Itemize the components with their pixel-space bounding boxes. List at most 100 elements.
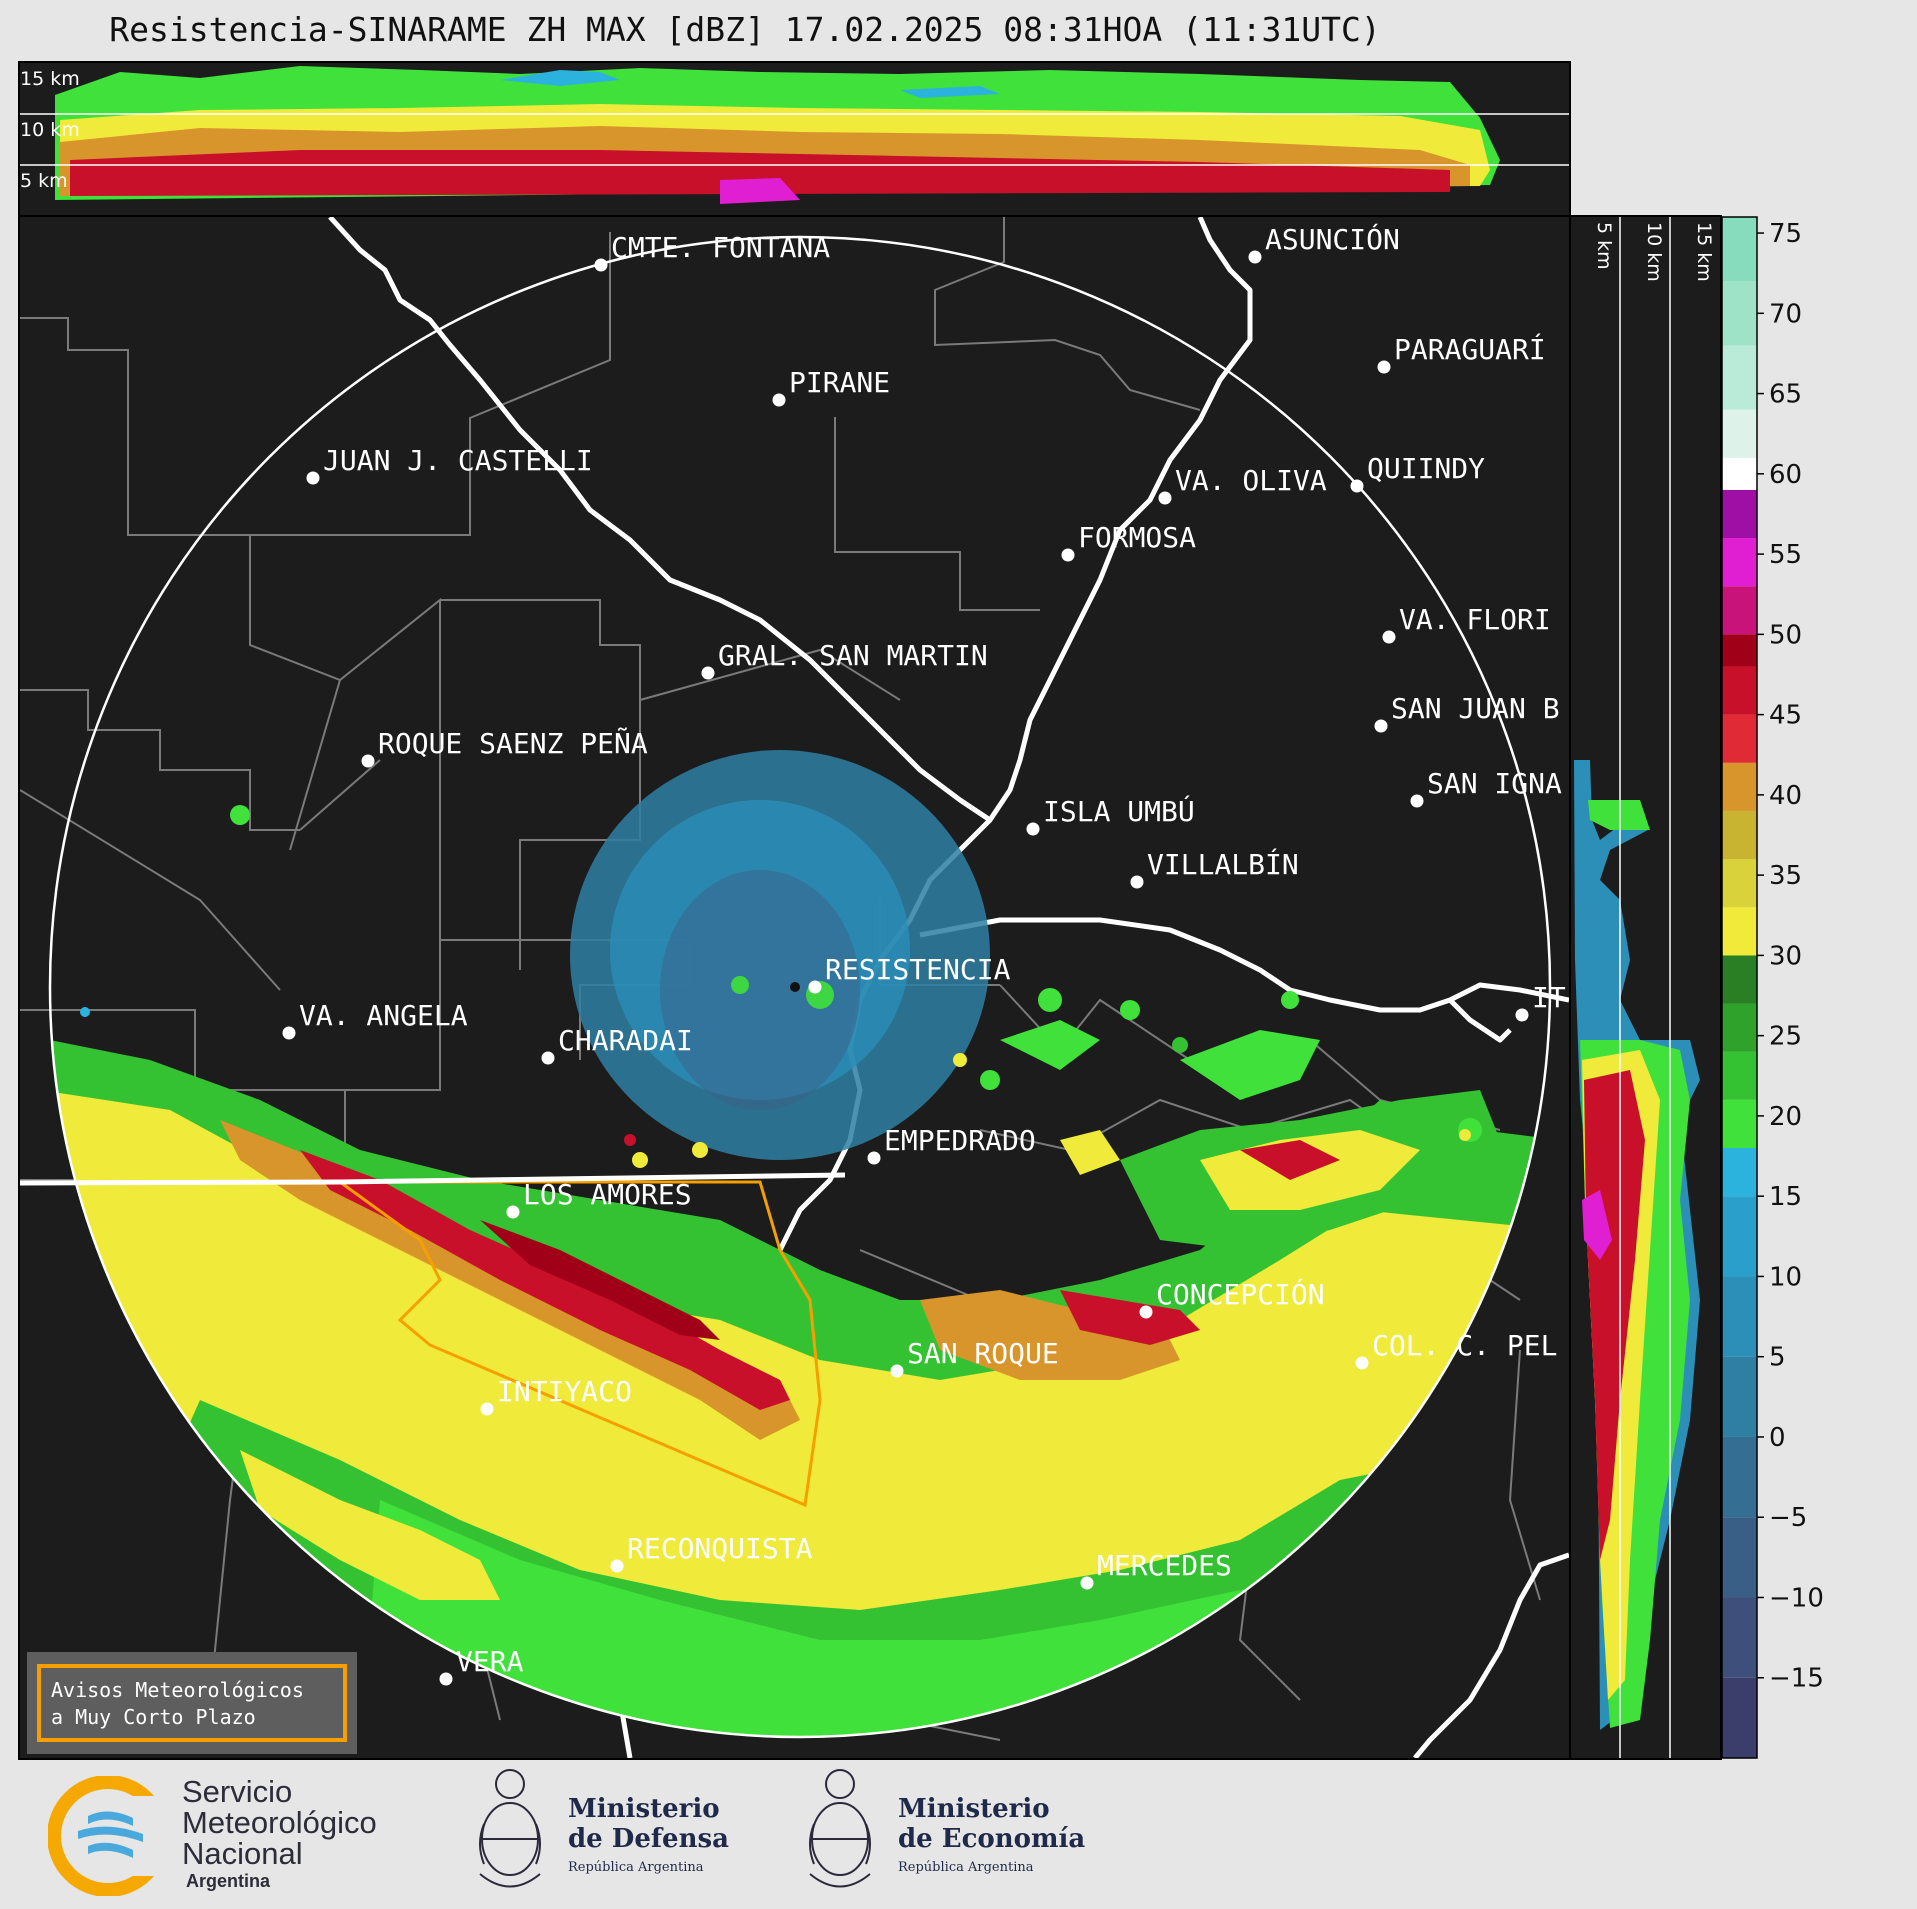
city-marker-quiindy xyxy=(1350,479,1364,493)
city-label-resistencia: RESISTENCIA xyxy=(825,953,1011,986)
colorbar-segment xyxy=(1722,955,1757,1004)
radar-map: CMTE. FONTANA ASUNCIÓN PARAGUARÍ PIRANE JUAN… xyxy=(18,215,1571,1760)
city-markers: CMTE. FONTANA ASUNCIÓN PARAGUARÍ PIRANE JUAN… xyxy=(282,222,1566,1686)
city-label-vera: VERA xyxy=(456,1645,524,1678)
smn-line4: Argentina xyxy=(186,1871,271,1891)
colorbar-segment xyxy=(1722,281,1757,346)
colorbar-tick-label: 25 xyxy=(1769,1022,1802,1052)
colorbar-segment xyxy=(1722,1677,1757,1758)
colorbar-segment xyxy=(1722,859,1757,908)
colorbar-segment xyxy=(1722,1003,1757,1052)
colorbar-segment xyxy=(1722,1517,1757,1598)
side-profile-label-10km: 10 km xyxy=(1643,222,1665,282)
economia-line2: de Economía xyxy=(898,1824,1086,1854)
city-label-col-c-pel: COL. C. PEL xyxy=(1372,1329,1557,1362)
colorbar-tick-label: 5 xyxy=(1769,1343,1786,1373)
city-marker-charadai xyxy=(541,1051,555,1065)
colorbar-tick-label: 60 xyxy=(1769,460,1802,490)
colorbar-tick-label: 0 xyxy=(1769,1423,1786,1453)
radar-echoes xyxy=(50,750,1550,1737)
city-label-san-roque: SAN ROQUE xyxy=(907,1337,1059,1370)
smn-line2: Meteorológico xyxy=(182,1805,377,1840)
colorbar-segment xyxy=(1722,1051,1757,1100)
side-profile-label-15km: 15 km xyxy=(1693,222,1715,282)
city-label-intiyaco: INTIYACO xyxy=(497,1375,632,1408)
smn-line3: Nacional xyxy=(182,1836,303,1871)
city-marker-va-angela xyxy=(282,1026,296,1040)
colorbar-tick-label: −5 xyxy=(1769,1503,1807,1533)
warning-box-line1: Avisos Meteorológicos xyxy=(51,1678,304,1702)
city-marker-san-roque xyxy=(890,1364,904,1378)
city-marker-intiyaco xyxy=(480,1402,494,1416)
top-profile-label-5km: 5 km xyxy=(20,170,68,192)
city-marker-mercedes xyxy=(1080,1576,1094,1590)
colorbar-segment xyxy=(1722,217,1757,282)
range-ring xyxy=(48,235,1552,1739)
warning-polygon xyxy=(339,1180,822,1508)
colorbar-segment xyxy=(1722,762,1757,811)
city-marker-roque-saenz-pena xyxy=(361,754,375,768)
colorbar-tick-label: 65 xyxy=(1769,380,1802,410)
colorbar-segment xyxy=(1722,1436,1757,1518)
city-marker-empedrado xyxy=(867,1151,881,1165)
colorbar-segment xyxy=(1722,1148,1757,1197)
city-label-empedrado: EMPEDRADO xyxy=(884,1124,1036,1157)
side-profile-label-5km: 5 km xyxy=(1593,222,1615,270)
colorbar-tick-label: 70 xyxy=(1769,299,1802,329)
city-label-paraguari: PARAGUARÍ xyxy=(1394,332,1546,366)
colorbar-tick-label: 10 xyxy=(1769,1262,1802,1292)
city-marker-paraguari xyxy=(1377,360,1391,374)
city-marker-gral-san-martin xyxy=(701,666,715,680)
city-label-reconquista: RECONQUISTA xyxy=(627,1532,813,1565)
city-label-cmte-fontana: CMTE. FONTANA xyxy=(611,231,830,264)
admin-boundaries xyxy=(20,217,1541,1741)
city-marker-villalbin xyxy=(1130,875,1144,889)
city-marker-formosa xyxy=(1061,548,1075,562)
colorbar-tick-label: −15 xyxy=(1769,1664,1824,1694)
colorbar-segment xyxy=(1722,1356,1757,1437)
city-marker-san-juan-b xyxy=(1374,719,1388,733)
city-label-mercedes: MERCEDES xyxy=(1097,1549,1232,1582)
colorbar-tick-label: −10 xyxy=(1769,1583,1824,1613)
colorbar-segment xyxy=(1722,634,1757,667)
city-label-va-oliva: VA. OLIVA xyxy=(1175,464,1327,497)
city-marker-juan-j-castelli xyxy=(306,471,320,485)
colorbar-segment xyxy=(1722,1276,1757,1357)
province-border-line xyxy=(20,1172,846,1186)
colorbar-frame xyxy=(1721,216,1758,1759)
side-height-profile: 5 km 10 km 15 km xyxy=(1569,215,1722,1760)
colorbar-tick-label: 15 xyxy=(1769,1182,1802,1212)
city-label-formosa: FORMOSA xyxy=(1078,521,1196,554)
defensa-line2: de Defensa xyxy=(568,1824,729,1854)
defensa-line3: República Argentina xyxy=(568,1860,704,1875)
city-label-concepcion: CONCEPCIÓN xyxy=(1156,1277,1325,1311)
city-label-san-juan-b: SAN JUAN B xyxy=(1391,692,1560,725)
colorbar-segment xyxy=(1722,907,1757,956)
radar-site-marker xyxy=(790,982,800,992)
city-marker-reconquista xyxy=(610,1559,624,1573)
city-marker-pirane xyxy=(772,393,786,407)
city-label-pirane: PIRANE xyxy=(789,366,890,399)
colorbar-segment xyxy=(1722,1099,1757,1149)
city-label-san-igna: SAN IGNA xyxy=(1427,767,1562,800)
city-label-it: IT xyxy=(1532,981,1566,1014)
colorbar-segment xyxy=(1722,409,1757,458)
colorbar-segment xyxy=(1722,489,1757,539)
colorbar-segment xyxy=(1722,586,1757,635)
page-title: Resistencia-SINARAME ZH MAX [dBZ] 17.02.… xyxy=(109,10,1381,49)
city-marker-asuncion xyxy=(1248,250,1262,264)
colorbar-segment xyxy=(1722,538,1757,587)
city-label-va-flori: VA. FLORI xyxy=(1399,603,1551,636)
colorbar-segment xyxy=(1722,810,1757,860)
top-profile-label-15km: 15 km xyxy=(20,68,80,90)
colorbar-segment xyxy=(1722,345,1757,410)
city-label-va-angela: VA. ANGELA xyxy=(299,999,468,1032)
city-marker-san-igna xyxy=(1410,794,1424,808)
warning-box: Avisos Meteorológicos a Muy Corto Plazo xyxy=(27,1652,357,1754)
city-label-isla-umbu: ISLA UMBÚ xyxy=(1043,794,1195,828)
city-marker-resistencia xyxy=(808,980,822,994)
smn-logo-icon xyxy=(48,1776,168,1896)
city-label-charadai: CHARADAI xyxy=(558,1024,693,1057)
